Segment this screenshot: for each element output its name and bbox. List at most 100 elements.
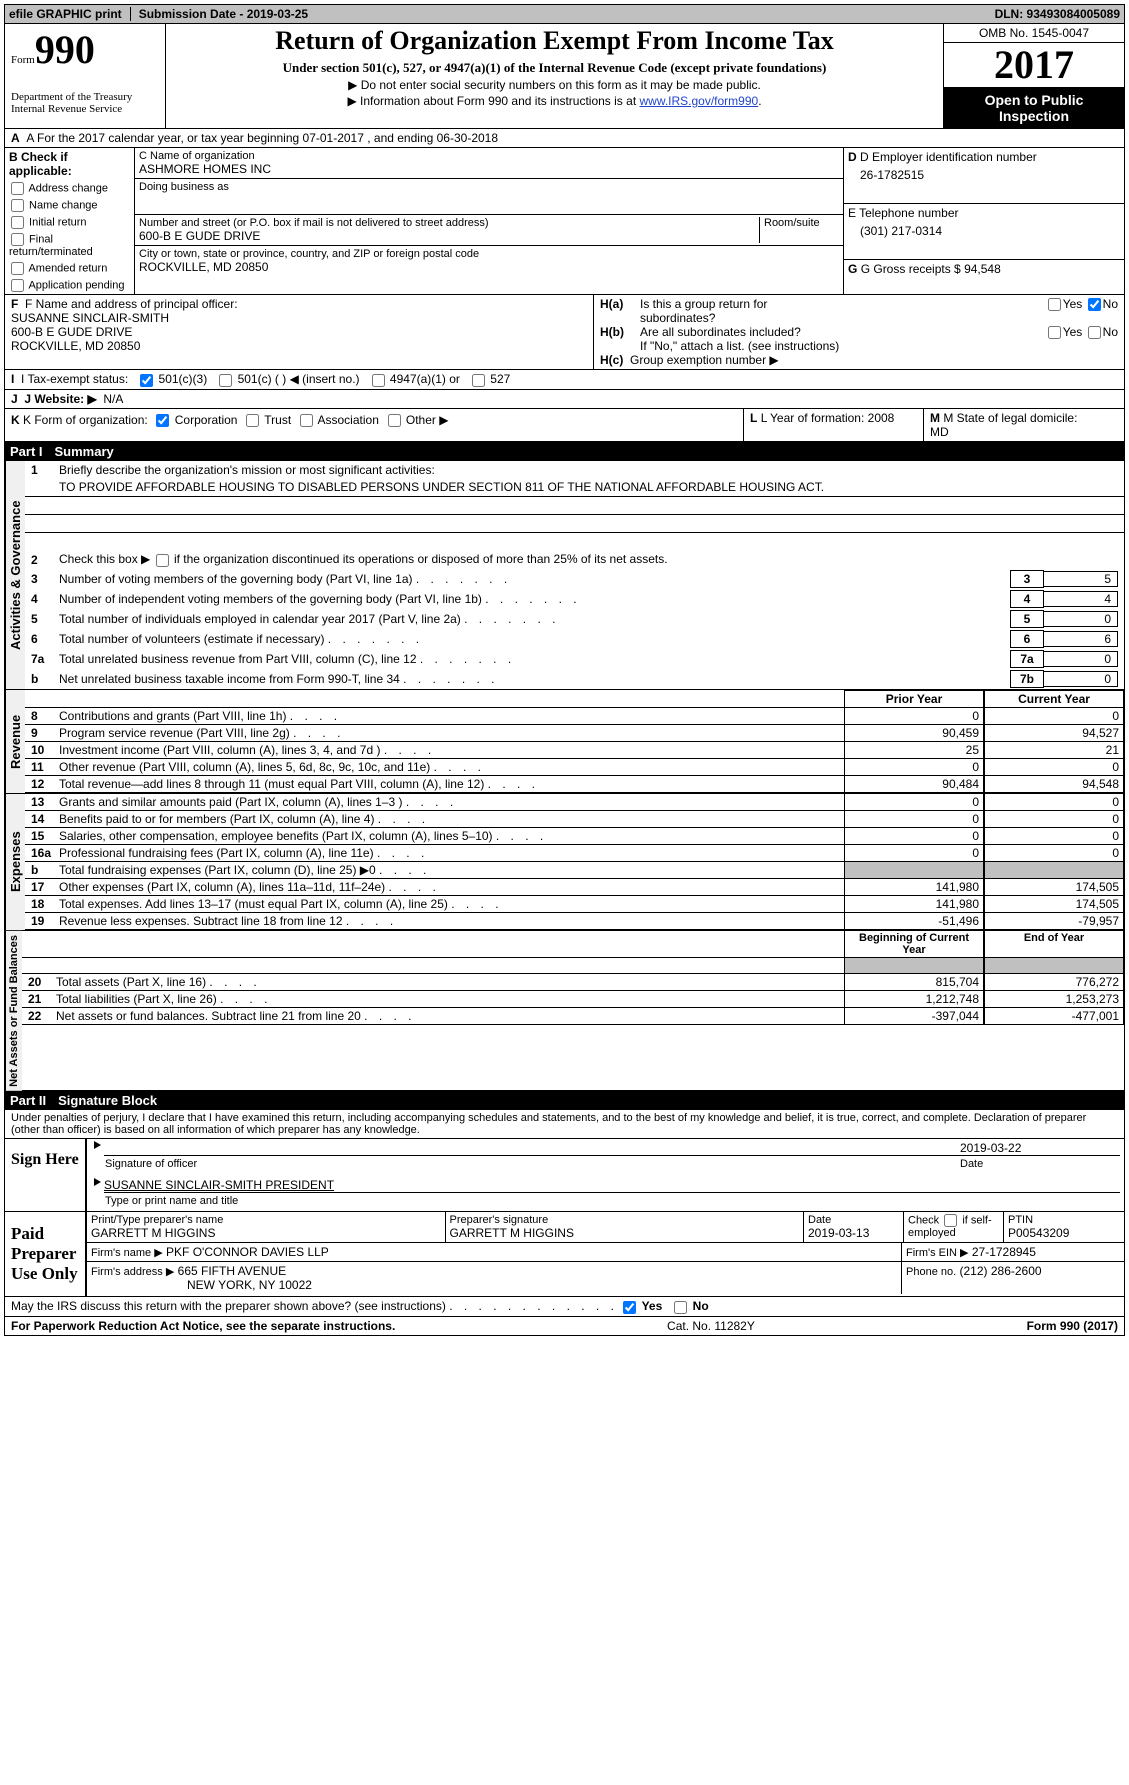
part2-header: Part IISignature Block xyxy=(4,1091,1125,1110)
mission-text: TO PROVIDE AFFORDABLE HOUSING TO DISABLE… xyxy=(59,480,824,494)
header: Form990 Department of the Treasury Inter… xyxy=(4,24,1125,129)
preparer-date: 2019-03-13 xyxy=(808,1226,899,1240)
footer-right: Form 990 (2017) xyxy=(1027,1319,1118,1333)
k-other[interactable] xyxy=(388,414,401,427)
year-formed: 2008 xyxy=(868,411,895,425)
gross-value: 94,548 xyxy=(964,262,1001,276)
i-501c3[interactable] xyxy=(140,374,153,387)
officer-label: F Name and address of principal officer: xyxy=(25,297,238,311)
preparer-sig: GARRETT M HIGGINS xyxy=(450,1226,800,1240)
org-name: ASHMORE HOMES INC xyxy=(139,162,839,176)
room-label: Room/suite xyxy=(764,217,839,229)
firm-phone: (212) 286-2600 xyxy=(960,1264,1042,1278)
efile-label: efile GRAPHIC print xyxy=(9,7,122,21)
dba-label: Doing business as xyxy=(139,181,839,193)
date-label: Date xyxy=(960,1158,1120,1170)
b-checkbox[interactable] xyxy=(11,199,24,212)
ein-label: D D Employer identification number xyxy=(848,150,1120,164)
dept2: Internal Revenue Service xyxy=(11,103,159,115)
mission-label: Briefly describe the organization's miss… xyxy=(59,463,1118,477)
ha-text2: subordinates? xyxy=(640,311,715,325)
open-inspection: Open to PublicInspection xyxy=(944,88,1124,128)
i-501c[interactable] xyxy=(219,374,232,387)
note2: ▶ Information about Form 990 and its ins… xyxy=(347,94,639,108)
form-number: 990 xyxy=(35,27,95,72)
ha-no[interactable] xyxy=(1088,298,1101,311)
phone-value: (301) 217-0314 xyxy=(848,220,1120,242)
preparer-name: GARRETT M HIGGINS xyxy=(91,1226,441,1240)
k-trust[interactable] xyxy=(246,414,259,427)
b-title: B Check if applicable: xyxy=(9,150,72,178)
governance-side: Activities & Governance xyxy=(5,461,25,689)
arrow-icon xyxy=(94,1141,101,1149)
line2-checkbox[interactable] xyxy=(156,554,169,567)
footer-left: For Paperwork Reduction Act Notice, see … xyxy=(11,1319,395,1333)
hb-yes[interactable] xyxy=(1048,326,1061,339)
b-checkbox[interactable] xyxy=(11,233,24,246)
firm-name: PKF O'CONNOR DAVIES LLP xyxy=(166,1245,329,1259)
b-checkbox[interactable] xyxy=(11,279,24,292)
irs-link[interactable]: www.IRS.gov/form990 xyxy=(639,94,758,108)
firm-ein: 27-1728945 xyxy=(972,1245,1036,1259)
footer-mid: Cat. No. 11282Y xyxy=(667,1319,755,1333)
i-4947[interactable] xyxy=(372,374,385,387)
b-checkbox[interactable] xyxy=(11,182,24,195)
note1: ▶ Do not enter social security numbers o… xyxy=(174,78,935,92)
end-year-head: End of Year xyxy=(984,931,1124,958)
form-subtitle: Under section 501(c), 527, or 4947(a)(1)… xyxy=(174,60,935,76)
hc-text: Group exemption number ▶ xyxy=(630,353,779,367)
k-assoc[interactable] xyxy=(300,414,313,427)
expenses-side: Expenses xyxy=(5,794,25,930)
topbar: efile GRAPHIC print Submission Date - 20… xyxy=(4,4,1125,24)
hb-note: If "No," attach a list. (see instruction… xyxy=(600,339,1118,353)
part1-header: Part ISummary xyxy=(4,442,1125,461)
arrow-icon xyxy=(94,1178,101,1186)
sig-officer-label: Signature of officer xyxy=(105,1158,960,1170)
dln: DLN: 93493084005089 xyxy=(995,7,1120,21)
preparer-label: Paid Preparer Use Only xyxy=(5,1212,85,1296)
header-mid: Return of Organization Exempt From Incom… xyxy=(165,24,944,128)
governance-section: Activities & Governance 1Briefly describ… xyxy=(4,461,1125,690)
ha-yes[interactable] xyxy=(1048,298,1061,311)
street-address: 600-B E GUDE DRIVE xyxy=(139,229,759,243)
city-label: City or town, state or province, country… xyxy=(139,248,839,260)
row-i: I I Tax-exempt status: 501(c)(3) 501(c) … xyxy=(4,370,1125,389)
b-checkbox[interactable] xyxy=(11,216,24,229)
tax-year: 2017 xyxy=(944,43,1124,88)
section-f-h: F F Name and address of principal office… xyxy=(4,295,1125,370)
self-employed-checkbox[interactable] xyxy=(944,1214,957,1227)
prior-year-head: Prior Year xyxy=(844,690,984,708)
revenue-side: Revenue xyxy=(5,690,25,793)
city-value: ROCKVILLE, MD 20850 xyxy=(139,260,839,274)
firm-addr: 665 FIFTH AVENUE xyxy=(178,1264,286,1278)
hb-no[interactable] xyxy=(1088,326,1101,339)
form-label: Form xyxy=(11,54,35,66)
row-k-m: K K Form of organization: Corporation Tr… xyxy=(4,409,1125,442)
k-corp[interactable] xyxy=(156,414,169,427)
type-print-label: Type or print name and title xyxy=(87,1195,1124,1211)
sign-here: Sign Here 2019-03-22 Signature of office… xyxy=(4,1139,1125,1212)
state-domicile: MD xyxy=(930,425,949,439)
addr-label: Number and street (or P.O. box if mail i… xyxy=(139,217,759,229)
netassets-side: Net Assets or Fund Balances xyxy=(5,931,22,1091)
paid-preparer: Paid Preparer Use Only Print/Type prepar… xyxy=(4,1212,1125,1297)
officer-name: SUSANNE SINCLAIR-SMITH xyxy=(11,311,587,325)
ha-text: Is this a group return for xyxy=(640,297,767,311)
row-j: J J Website: ▶ N/A xyxy=(4,390,1125,409)
begin-year-head: Beginning of Current Year xyxy=(844,931,984,958)
discuss-yes[interactable] xyxy=(623,1301,636,1314)
ptin-value: P00543209 xyxy=(1008,1226,1120,1240)
sign-date: 2019-03-22 xyxy=(960,1141,1120,1156)
dept1: Department of the Treasury xyxy=(11,91,159,103)
c-name-label: C Name of organization xyxy=(139,150,839,162)
submission-date: Submission Date - 2019-03-25 xyxy=(139,7,308,21)
website-value: N/A xyxy=(103,392,123,406)
discuss-no[interactable] xyxy=(674,1301,687,1314)
firm-addr2: NEW YORK, NY 10022 xyxy=(91,1278,897,1292)
omb: OMB No. 1545-0047 xyxy=(944,24,1124,43)
officer-print-name: SUSANNE SINCLAIR-SMITH PRESIDENT xyxy=(104,1178,1120,1193)
revenue-section: Revenue Prior YearCurrent Year 8Contribu… xyxy=(4,690,1125,794)
section-b-g: B Check if applicable: Address change Na… xyxy=(4,148,1125,295)
i-527[interactable] xyxy=(472,374,485,387)
b-checkbox[interactable] xyxy=(11,262,24,275)
